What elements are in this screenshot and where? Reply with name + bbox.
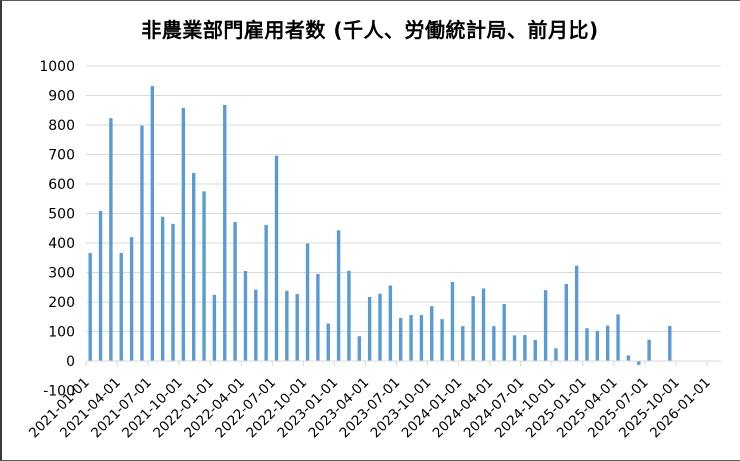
bar: [181, 107, 186, 361]
bar: [450, 281, 455, 361]
bar: [316, 273, 320, 361]
bar: [109, 118, 113, 361]
bar: [98, 210, 103, 361]
y-tick-label: 200: [48, 295, 75, 311]
bar: [564, 284, 568, 361]
bar: [595, 330, 600, 361]
bar: [171, 223, 175, 361]
bar: [192, 173, 196, 361]
y-tick-label: 300: [48, 266, 75, 282]
bar: [616, 314, 620, 361]
y-tick-label: 600: [48, 177, 75, 193]
y-tick-label: 700: [48, 148, 75, 164]
bar: [512, 335, 517, 361]
bar: [295, 294, 299, 361]
bar: [574, 265, 579, 361]
bar: [202, 191, 206, 361]
bar: [481, 288, 486, 361]
bar: [668, 325, 672, 361]
bar: [419, 314, 424, 361]
bar: [336, 230, 341, 361]
y-tick-label: -100: [43, 384, 75, 400]
bar: [264, 225, 268, 361]
bar: [637, 361, 641, 365]
bar: [357, 336, 361, 361]
bar: [140, 125, 144, 361]
bar: [223, 104, 227, 361]
bar: [254, 289, 258, 361]
bar: [554, 348, 558, 361]
bar: [233, 222, 237, 361]
bar: [160, 216, 165, 361]
bar: [347, 270, 351, 361]
bar: [626, 355, 631, 361]
bar: [274, 155, 279, 361]
y-tick-label: 900: [48, 89, 75, 105]
y-tick-label: 100: [48, 325, 75, 341]
bar: [326, 323, 330, 361]
bar: [606, 325, 610, 361]
y-tick-label: 500: [48, 207, 75, 223]
bar: [305, 243, 310, 361]
bar: [533, 340, 537, 361]
bar: [647, 339, 651, 361]
y-tick-label: 400: [48, 236, 75, 252]
bar: [378, 293, 382, 361]
bar: [88, 253, 92, 361]
bar: [129, 237, 134, 361]
bar: [409, 314, 413, 361]
bar: [585, 328, 589, 361]
bar: [399, 317, 403, 361]
bar: [471, 296, 475, 361]
bar: [367, 296, 372, 361]
chart-title: 非農業部門雇用者数 (千人、労働統計局、前月比): [141, 18, 599, 42]
bar: [492, 326, 496, 361]
bar: [543, 290, 548, 361]
bar: [243, 271, 248, 361]
bar: [461, 326, 465, 361]
bar: [502, 304, 506, 361]
bar: [285, 290, 289, 361]
y-tick-label: 1000: [39, 59, 75, 75]
bar: [150, 86, 154, 361]
bar: [523, 335, 527, 361]
bar: [388, 285, 393, 361]
bar: [440, 319, 444, 361]
bar: [212, 294, 217, 361]
bar: [430, 306, 434, 361]
bar: [119, 253, 123, 361]
y-tick-label: 800: [48, 118, 75, 134]
y-tick-label: 0: [66, 354, 75, 370]
